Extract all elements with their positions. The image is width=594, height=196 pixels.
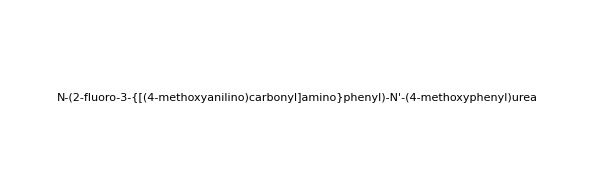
Text: N-(2-fluoro-3-{[(4-methoxyanilino)carbonyl]amino}phenyl)-N'-(4-methoxyphenyl)ure: N-(2-fluoro-3-{[(4-methoxyanilino)carbon…	[56, 93, 538, 103]
